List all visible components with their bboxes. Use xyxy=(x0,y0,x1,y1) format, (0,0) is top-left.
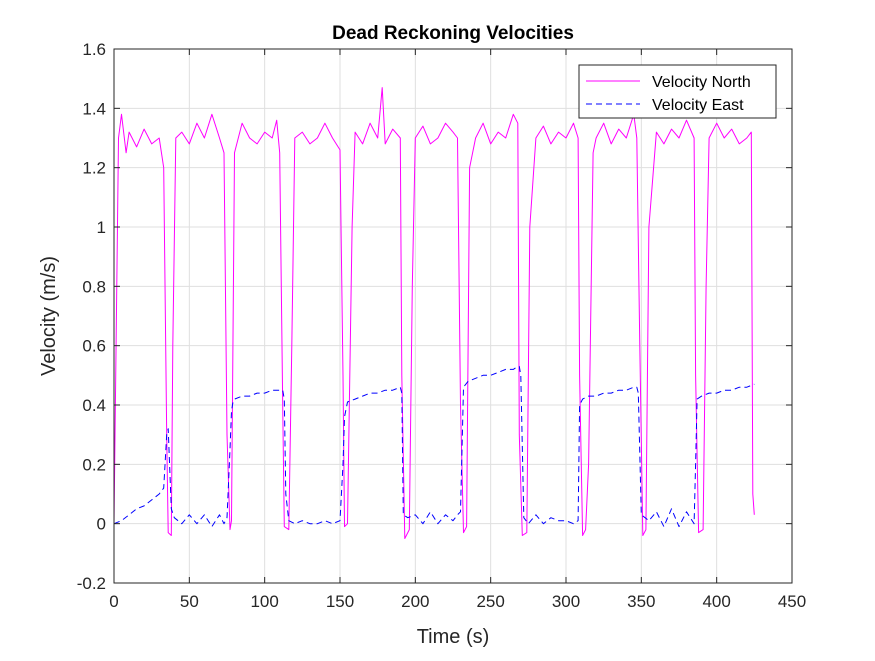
series-line-velocity-north xyxy=(113,87,755,539)
y-tick-label: 0.8 xyxy=(82,277,106,296)
plot-frame xyxy=(113,48,793,584)
x-tick-label: 250 xyxy=(476,592,504,611)
x-tick-label: 400 xyxy=(702,592,730,611)
series-layer xyxy=(113,87,755,539)
y-tick-label: 1.6 xyxy=(82,40,106,59)
ticks-y: -0.2 0 0.2 0.4 0.6 0.8 1 1.2 1.4 1.6 xyxy=(77,40,792,593)
legend-label-velocity-north: Velocity North xyxy=(652,74,751,91)
x-axis-label: Time (s) xyxy=(417,626,490,648)
y-axis-label: Velocity (m/s) xyxy=(38,256,60,376)
x-tick-label: 100 xyxy=(250,592,278,611)
y-tick-label: 0 xyxy=(97,515,106,534)
chart-title: Dead Reckoning Velocities xyxy=(332,23,574,44)
series-line-velocity-east xyxy=(113,365,755,528)
y-tick-label: -0.2 xyxy=(77,574,106,593)
x-tick-label: 450 xyxy=(778,592,806,611)
y-tick-label: 1.4 xyxy=(82,99,106,118)
x-tick-label: 150 xyxy=(326,592,354,611)
y-tick-label: 0.4 xyxy=(82,396,106,415)
y-tick-label: 1 xyxy=(97,218,106,237)
legend-box xyxy=(578,64,777,119)
x-tick-label: 200 xyxy=(401,592,429,611)
y-tick-label: 0.2 xyxy=(82,455,106,474)
legend-label-velocity-east: Velocity East xyxy=(652,97,744,114)
x-tick-label: 0 xyxy=(109,592,118,611)
ticks-x: 0 50 100 150 200 250 300 350 400 450 xyxy=(109,49,806,611)
x-tick-label: 300 xyxy=(552,592,580,611)
y-tick-label: 0.6 xyxy=(82,337,106,356)
x-tick-label: 350 xyxy=(627,592,655,611)
x-tick-label: 50 xyxy=(180,592,199,611)
legend: Velocity North Velocity East xyxy=(578,64,777,119)
y-tick-label: 1.2 xyxy=(82,159,106,178)
